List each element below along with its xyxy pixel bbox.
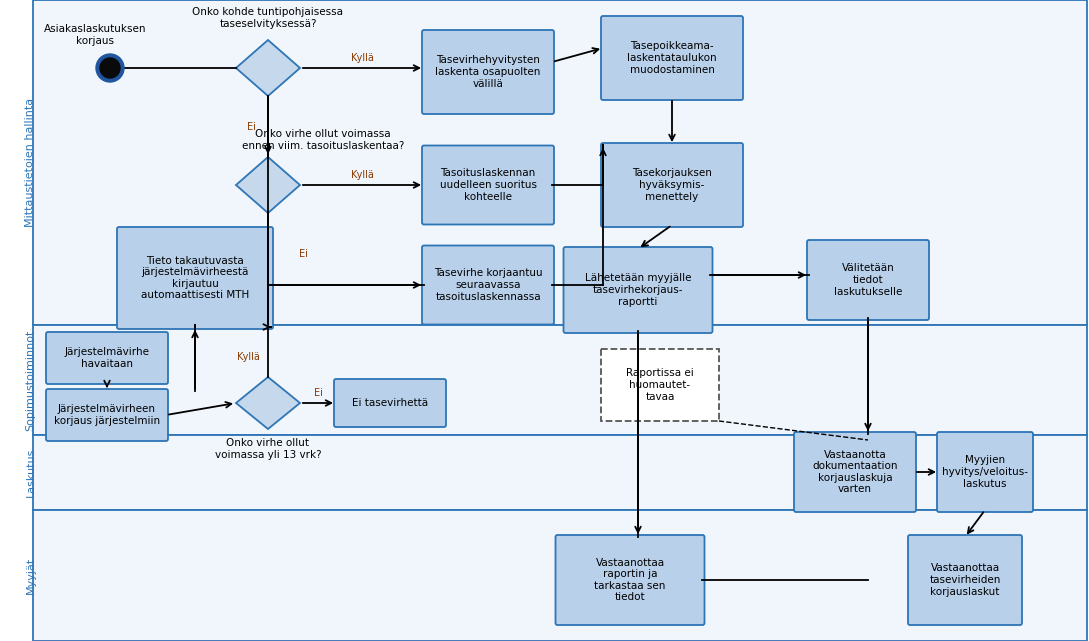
- FancyBboxPatch shape: [117, 227, 273, 329]
- Bar: [601, 349, 719, 421]
- Text: Myyjien
hyvitys/veloitus-
laskutus: Myyjien hyvitys/veloitus- laskutus: [942, 455, 1028, 488]
- Text: Järjestelmävirhe
havaitaan: Järjestelmävirhe havaitaan: [64, 347, 149, 369]
- Bar: [33, 0, 1087, 325]
- Text: Ei: Ei: [246, 122, 256, 131]
- FancyBboxPatch shape: [794, 432, 916, 512]
- Text: Tasevirhe korjaantuu
seuraavassa
tasoituslaskennassa: Tasevirhe korjaantuu seuraavassa tasoitu…: [433, 269, 542, 302]
- Text: Kyllä: Kyllä: [236, 352, 259, 362]
- Polygon shape: [236, 40, 299, 96]
- Text: Vastaanotta
dokumentaation
korjauslaskuja
varten: Vastaanotta dokumentaation korjauslaskuj…: [812, 449, 897, 494]
- Text: Tieto takautuvasta
järjestelmävirheestä
kirjautuu
automaattisesti MTH: Tieto takautuvasta järjestelmävirheestä …: [140, 256, 249, 301]
- Text: Sopimustoiminnot: Sopimustoiminnot: [25, 329, 36, 431]
- Text: Kyllä: Kyllä: [351, 53, 374, 63]
- Text: Ei tasevirhettä: Ei tasevirhettä: [352, 398, 428, 408]
- Text: Laskutus: Laskutus: [25, 448, 36, 497]
- Text: Vastaanottaa
raportin ja
tarkastaa sen
tiedot: Vastaanottaa raportin ja tarkastaa sen t…: [595, 558, 665, 603]
- Text: Tasepoikkeama-
laskentataulukon
muodostaminen: Tasepoikkeama- laskentataulukon muodosta…: [627, 42, 717, 74]
- Text: Välitetään
tiedot
laskutukselle: Välitetään tiedot laskutukselle: [834, 263, 902, 297]
- Bar: [33, 325, 1087, 435]
- Polygon shape: [236, 157, 299, 213]
- FancyBboxPatch shape: [807, 240, 929, 320]
- FancyBboxPatch shape: [46, 389, 168, 441]
- Text: Vastaanottaa
tasevirheiden
korjauslaskut: Vastaanottaa tasevirheiden korjauslaskut: [929, 563, 1001, 597]
- FancyBboxPatch shape: [937, 432, 1033, 512]
- Text: Raportissa ei
huomautet-
tavaa: Raportissa ei huomautet- tavaa: [626, 369, 694, 402]
- Text: Asiakaslaskutuksen
korjaus: Asiakaslaskutuksen korjaus: [44, 24, 146, 46]
- FancyBboxPatch shape: [423, 30, 554, 114]
- FancyBboxPatch shape: [563, 247, 712, 333]
- Text: Lähetetään myyjälle
tasevirhekorjaus-
raportti: Lähetetään myyjälle tasevirhekorjaus- ra…: [585, 274, 692, 306]
- FancyBboxPatch shape: [423, 246, 554, 324]
- Circle shape: [100, 58, 120, 78]
- Text: Tasekorjauksen
hyväksymis-
menettely: Tasekorjauksen hyväksymis- menettely: [632, 169, 712, 202]
- Text: Onko virhe ollut voimassa
ennen viim. tasoituslaskentaa?: Onko virhe ollut voimassa ennen viim. ta…: [242, 129, 404, 151]
- FancyBboxPatch shape: [908, 535, 1021, 625]
- Text: Onko kohde tuntipohjaisessa
taseselvityksessä?: Onko kohde tuntipohjaisessa taseselvityk…: [193, 7, 343, 29]
- Text: Mittaustietojen hallinta: Mittaustietojen hallinta: [25, 98, 36, 227]
- Text: Onko virhe ollut
voimassa yli 13 vrk?: Onko virhe ollut voimassa yli 13 vrk?: [215, 438, 321, 460]
- FancyBboxPatch shape: [46, 332, 168, 384]
- Text: Tasoituslaskennan
uudelleen suoritus
kohteelle: Tasoituslaskennan uudelleen suoritus koh…: [440, 169, 537, 202]
- Text: Ei: Ei: [314, 388, 322, 398]
- FancyBboxPatch shape: [601, 16, 743, 100]
- Text: Tasevirhehyvitysten
laskenta osapuolten
välillä: Tasevirhehyvitysten laskenta osapuolten …: [436, 55, 540, 88]
- Text: Myyjät: Myyjät: [25, 557, 36, 594]
- Circle shape: [96, 54, 124, 82]
- Polygon shape: [236, 377, 299, 429]
- Bar: [33, 510, 1087, 641]
- Text: Järjestelmävirheen
korjaus järjestelmiin: Järjestelmävirheen korjaus järjestelmiin: [54, 404, 160, 426]
- Bar: [33, 435, 1087, 510]
- FancyBboxPatch shape: [601, 143, 743, 227]
- FancyBboxPatch shape: [555, 535, 705, 625]
- FancyBboxPatch shape: [423, 146, 554, 224]
- Text: Kyllä: Kyllä: [351, 170, 374, 180]
- FancyBboxPatch shape: [334, 379, 446, 427]
- Text: Ei: Ei: [298, 249, 307, 259]
